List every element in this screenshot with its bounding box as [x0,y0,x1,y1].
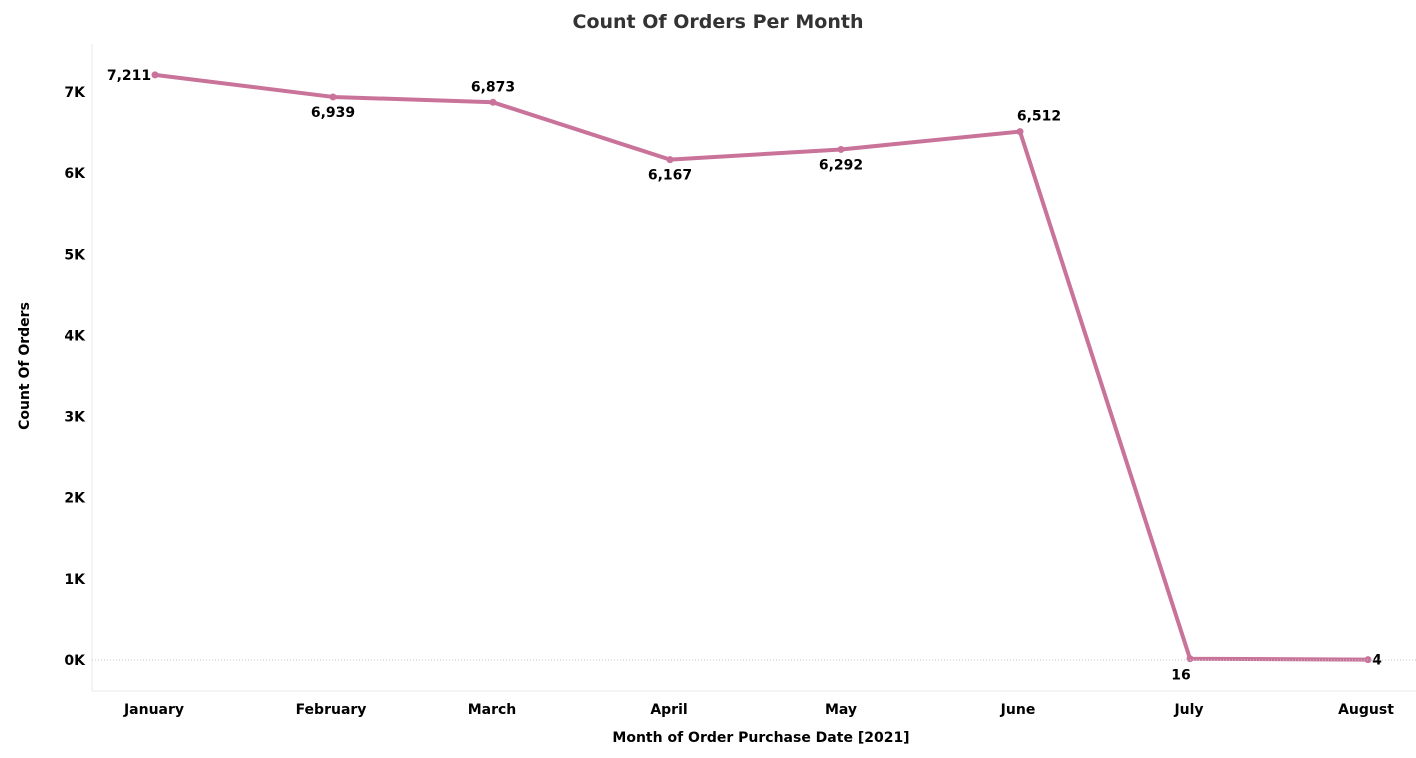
y-tick-label: 7K [64,85,86,101]
chart-title: Count Of Orders Per Month [573,11,864,33]
x-tick-label: February [296,702,367,718]
y-axis-ticks: 0K 1K 2K 3K 4K 5K 6K 7K [64,85,86,669]
x-axis-ticks: January February March April May June July Augu… [123,702,1394,718]
series-group [151,71,1372,664]
data-label: 4 [1372,653,1382,669]
y-tick-label: 1K [64,572,86,588]
data-point [329,93,337,101]
data-label: 6,939 [311,105,355,121]
y-tick-label: 5K [64,247,86,263]
data-point [1016,128,1024,136]
data-label: 16 [1171,668,1190,684]
data-label: 6,873 [471,79,515,95]
x-axis-title: Month of Order Purchase Date [2021] [612,730,909,746]
x-tick-label: March [468,702,517,718]
y-tick-label: 3K [64,410,86,426]
data-point [489,98,497,106]
data-point [666,156,674,164]
y-tick-label: 4K [64,328,86,344]
y-tick-label: 0K [64,653,86,669]
x-tick-label: January [123,702,184,718]
data-label: 7,211 [107,68,151,84]
data-label: 6,512 [1017,109,1061,125]
data-point [151,71,159,79]
data-point [837,145,845,153]
x-tick-label: April [650,702,687,718]
x-tick-label: June [1000,702,1036,718]
series-line [153,72,1370,662]
data-label: 6,292 [819,157,863,173]
y-tick-label: 6K [64,166,86,182]
x-tick-label: August [1338,702,1394,718]
y-tick-label: 2K [64,491,86,507]
data-point [1186,655,1194,663]
data-label: 6,167 [648,168,692,184]
x-tick-label: May [825,702,857,718]
data-labels: 7,211 6,939 6,873 6,167 6,292 6,512 16 4 [107,68,1382,684]
y-axis-title: Count Of Orders [17,302,33,430]
x-tick-label: July [1173,702,1203,718]
